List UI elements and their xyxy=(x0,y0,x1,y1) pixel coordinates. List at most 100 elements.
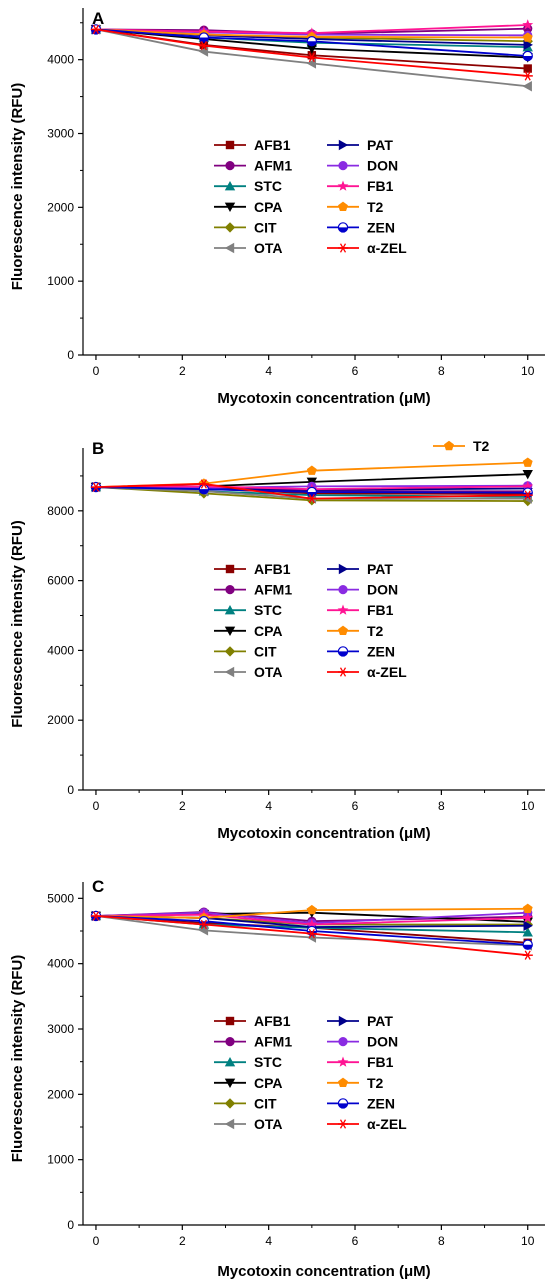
x-tick-label: 8 xyxy=(438,1234,445,1248)
data-point xyxy=(522,50,533,62)
y-tick-label: 0 xyxy=(67,783,74,797)
legend-label: α-ZEL xyxy=(367,240,407,256)
y-tick-label: 1000 xyxy=(47,274,74,288)
legend-entry-3: CPA xyxy=(214,199,283,215)
legend-label: OTA xyxy=(254,1116,283,1132)
legend-label: DON xyxy=(367,1034,398,1050)
data-point xyxy=(523,920,533,931)
legend-label: ZEN xyxy=(367,1095,395,1111)
series-line xyxy=(95,915,528,957)
series-line xyxy=(95,915,528,947)
data-point xyxy=(522,903,533,913)
series-line xyxy=(95,483,528,500)
data-point xyxy=(198,919,209,930)
series-11 xyxy=(90,24,533,81)
legend-label: CPA xyxy=(254,1075,283,1091)
legend-label: AFM1 xyxy=(254,158,292,174)
data-point xyxy=(90,482,101,492)
legend-marker xyxy=(224,202,236,212)
legend-marker xyxy=(337,646,349,657)
y-tick-label: 4000 xyxy=(47,643,74,657)
legend-marker xyxy=(338,667,348,677)
legend-marker xyxy=(224,1118,235,1130)
data-point xyxy=(306,904,317,915)
legend-entry-7: DON xyxy=(327,1034,398,1050)
panel-label: B xyxy=(92,439,104,458)
legend-label: α-ZEL xyxy=(367,664,407,680)
series-line xyxy=(95,486,528,500)
legend-marker xyxy=(337,180,349,191)
legend-entry-6: PAT xyxy=(327,137,393,153)
legend-entry-1: AFM1 xyxy=(214,158,292,174)
legend-entry-4: CIT xyxy=(214,1095,277,1111)
series-line xyxy=(95,911,528,925)
panel-label: C xyxy=(92,877,104,896)
legend-entry-8: FB1 xyxy=(327,178,394,194)
series-line xyxy=(95,907,528,919)
y-axis-title: Fluorescence intensity (RFU) xyxy=(9,520,26,728)
legend-marker xyxy=(338,161,348,171)
data-point xyxy=(306,493,317,504)
data-point xyxy=(198,483,210,495)
data-point xyxy=(306,918,318,930)
legend-entry-1: AFM1 xyxy=(214,582,292,598)
legend-marker xyxy=(225,564,235,574)
y-tick-label: 2000 xyxy=(47,1087,74,1101)
x-tick-label: 10 xyxy=(521,799,535,813)
data-point xyxy=(306,465,317,475)
legend-label: AFB1 xyxy=(254,137,291,153)
x-tick-label: 6 xyxy=(352,1234,359,1248)
legend-entry-0: AFB1 xyxy=(214,137,291,153)
legend-marker xyxy=(338,243,348,253)
series-line xyxy=(95,915,528,946)
y-axis-title: Fluorescence intensity (RFU) xyxy=(9,955,26,1163)
legend: AFB1 AFM1 STC CPA CIT OTA PAT DON FB1 T2 ZEN α-ZEL xyxy=(214,1013,407,1132)
data-point xyxy=(90,911,101,921)
legend-label: STC xyxy=(254,602,282,618)
x-tick-label: 2 xyxy=(179,1234,186,1248)
series-line xyxy=(95,485,528,491)
legend-marker xyxy=(224,605,236,615)
legend-marker xyxy=(224,1078,236,1088)
legend-entry-8: FB1 xyxy=(327,1054,394,1070)
y-tick-label: 0 xyxy=(67,1218,74,1232)
legend-label: OTA xyxy=(254,664,283,680)
x-tick-label: 4 xyxy=(265,1234,272,1248)
legend-marker xyxy=(225,161,235,171)
data-point xyxy=(522,19,534,30)
legend-label: T2 xyxy=(367,199,384,215)
legend-entry-11: α-ZEL xyxy=(327,664,407,680)
legend-marker xyxy=(337,222,349,233)
series-line xyxy=(95,28,528,57)
legend-entry-7: DON xyxy=(327,158,398,174)
series-10 xyxy=(90,24,533,62)
data-point xyxy=(523,39,533,51)
x-tick-label: 6 xyxy=(352,364,359,378)
data-point xyxy=(522,927,533,937)
legend-marker xyxy=(338,201,348,212)
legend-entry-2: STC xyxy=(214,178,282,194)
legend-marker xyxy=(338,625,348,636)
y-tick-label: 3000 xyxy=(47,1022,74,1036)
data-point xyxy=(522,81,532,92)
legend-marker xyxy=(338,139,349,151)
y-tick-label: 4000 xyxy=(47,957,74,971)
data-point xyxy=(306,486,318,498)
data-point xyxy=(523,64,532,73)
legend-label: α-ZEL xyxy=(367,1116,407,1132)
legend-marker xyxy=(338,1037,348,1047)
legend-entry-6: PAT xyxy=(327,561,393,577)
legend-entry-9: T2 xyxy=(327,623,384,639)
x-tick-label: 0 xyxy=(93,364,100,378)
legend-marker xyxy=(338,585,348,595)
legend-label: CIT xyxy=(254,219,277,235)
data-point xyxy=(522,950,533,960)
data-point xyxy=(306,36,318,47)
legend-entry-9: T2 xyxy=(327,1075,384,1091)
series-line xyxy=(95,486,528,502)
x-tick-label: 0 xyxy=(93,1234,100,1248)
legend-entry-extra: T2 xyxy=(433,438,490,454)
legend-entry-6: PAT xyxy=(327,1013,393,1029)
series-line xyxy=(95,28,528,39)
legend-marker xyxy=(337,1056,349,1067)
